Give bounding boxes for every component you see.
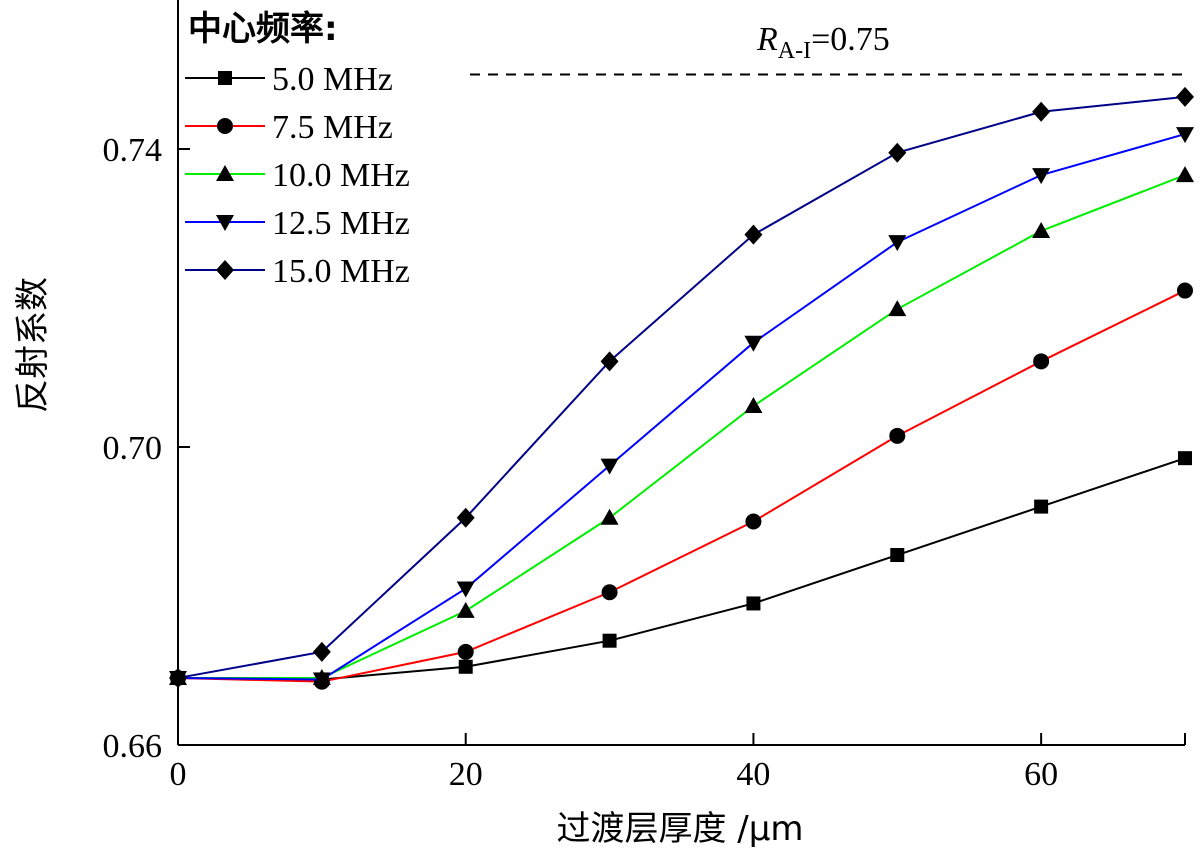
legend-entry-label: 15.0 MHz [272, 253, 410, 290]
y-tick-label: 0.70 [103, 430, 163, 467]
data-point [889, 427, 906, 444]
data-point [744, 335, 763, 352]
data-point [169, 667, 187, 688]
y-axis-label: 反射系数 [13, 277, 53, 413]
data-point [216, 215, 234, 231]
series-line [178, 174, 1186, 679]
data-point [1032, 168, 1051, 185]
reference-line-label: RA-I=0.75 [756, 21, 890, 64]
data-point [1176, 166, 1194, 183]
data-point [602, 633, 617, 648]
data-point [600, 458, 619, 475]
x-tick-label: 40 [736, 756, 770, 793]
data-point [601, 584, 618, 601]
legend-entry-label: 5.0 MHz [272, 61, 393, 98]
data-point [744, 224, 763, 245]
x-tick-label: 20 [449, 756, 483, 793]
data-point [457, 643, 474, 660]
data-point [1033, 353, 1050, 370]
data-point [1034, 499, 1049, 514]
x-tick-label: 0 [170, 756, 187, 793]
data-point [888, 142, 907, 163]
series-line [177, 133, 1186, 681]
series-line [177, 95, 1186, 679]
data-point [312, 672, 331, 689]
data-point [312, 641, 331, 662]
data-point [1177, 282, 1193, 299]
legend-entry-label: 12.5 MHz [272, 205, 410, 242]
data-point [458, 659, 473, 674]
data-point [746, 596, 761, 611]
data-point [216, 165, 234, 181]
data-point [888, 235, 907, 252]
data-point [890, 548, 905, 563]
data-point [888, 300, 907, 317]
data-point [218, 71, 232, 85]
data-point [600, 508, 619, 525]
data-point [600, 351, 619, 372]
y-tick-label: 0.74 [103, 132, 163, 169]
series-line [177, 289, 1186, 683]
data-point [745, 513, 762, 530]
x-axis-label: 过渡层厚度 /μm [556, 809, 803, 849]
data-point [1176, 86, 1194, 107]
series-group [169, 86, 1194, 688]
series-group [169, 166, 1194, 685]
data-point [1032, 101, 1051, 122]
y-tick-label: 0.66 [103, 728, 163, 765]
legend-entry-label: 7.5 MHz [272, 109, 393, 146]
data-point [456, 601, 475, 618]
data-point [1176, 127, 1194, 144]
legend-entry-label: 10.0 MHz [272, 157, 410, 194]
data-point [217, 118, 233, 134]
data-point [1178, 451, 1192, 466]
data-point [1032, 221, 1051, 238]
data-point [744, 397, 763, 414]
legend-title: 中心频率: [188, 9, 338, 49]
series-group [170, 282, 1193, 690]
x-tick-label: 60 [1024, 756, 1058, 793]
data-point [456, 507, 475, 528]
data-point [216, 260, 234, 280]
data-point [456, 581, 475, 598]
